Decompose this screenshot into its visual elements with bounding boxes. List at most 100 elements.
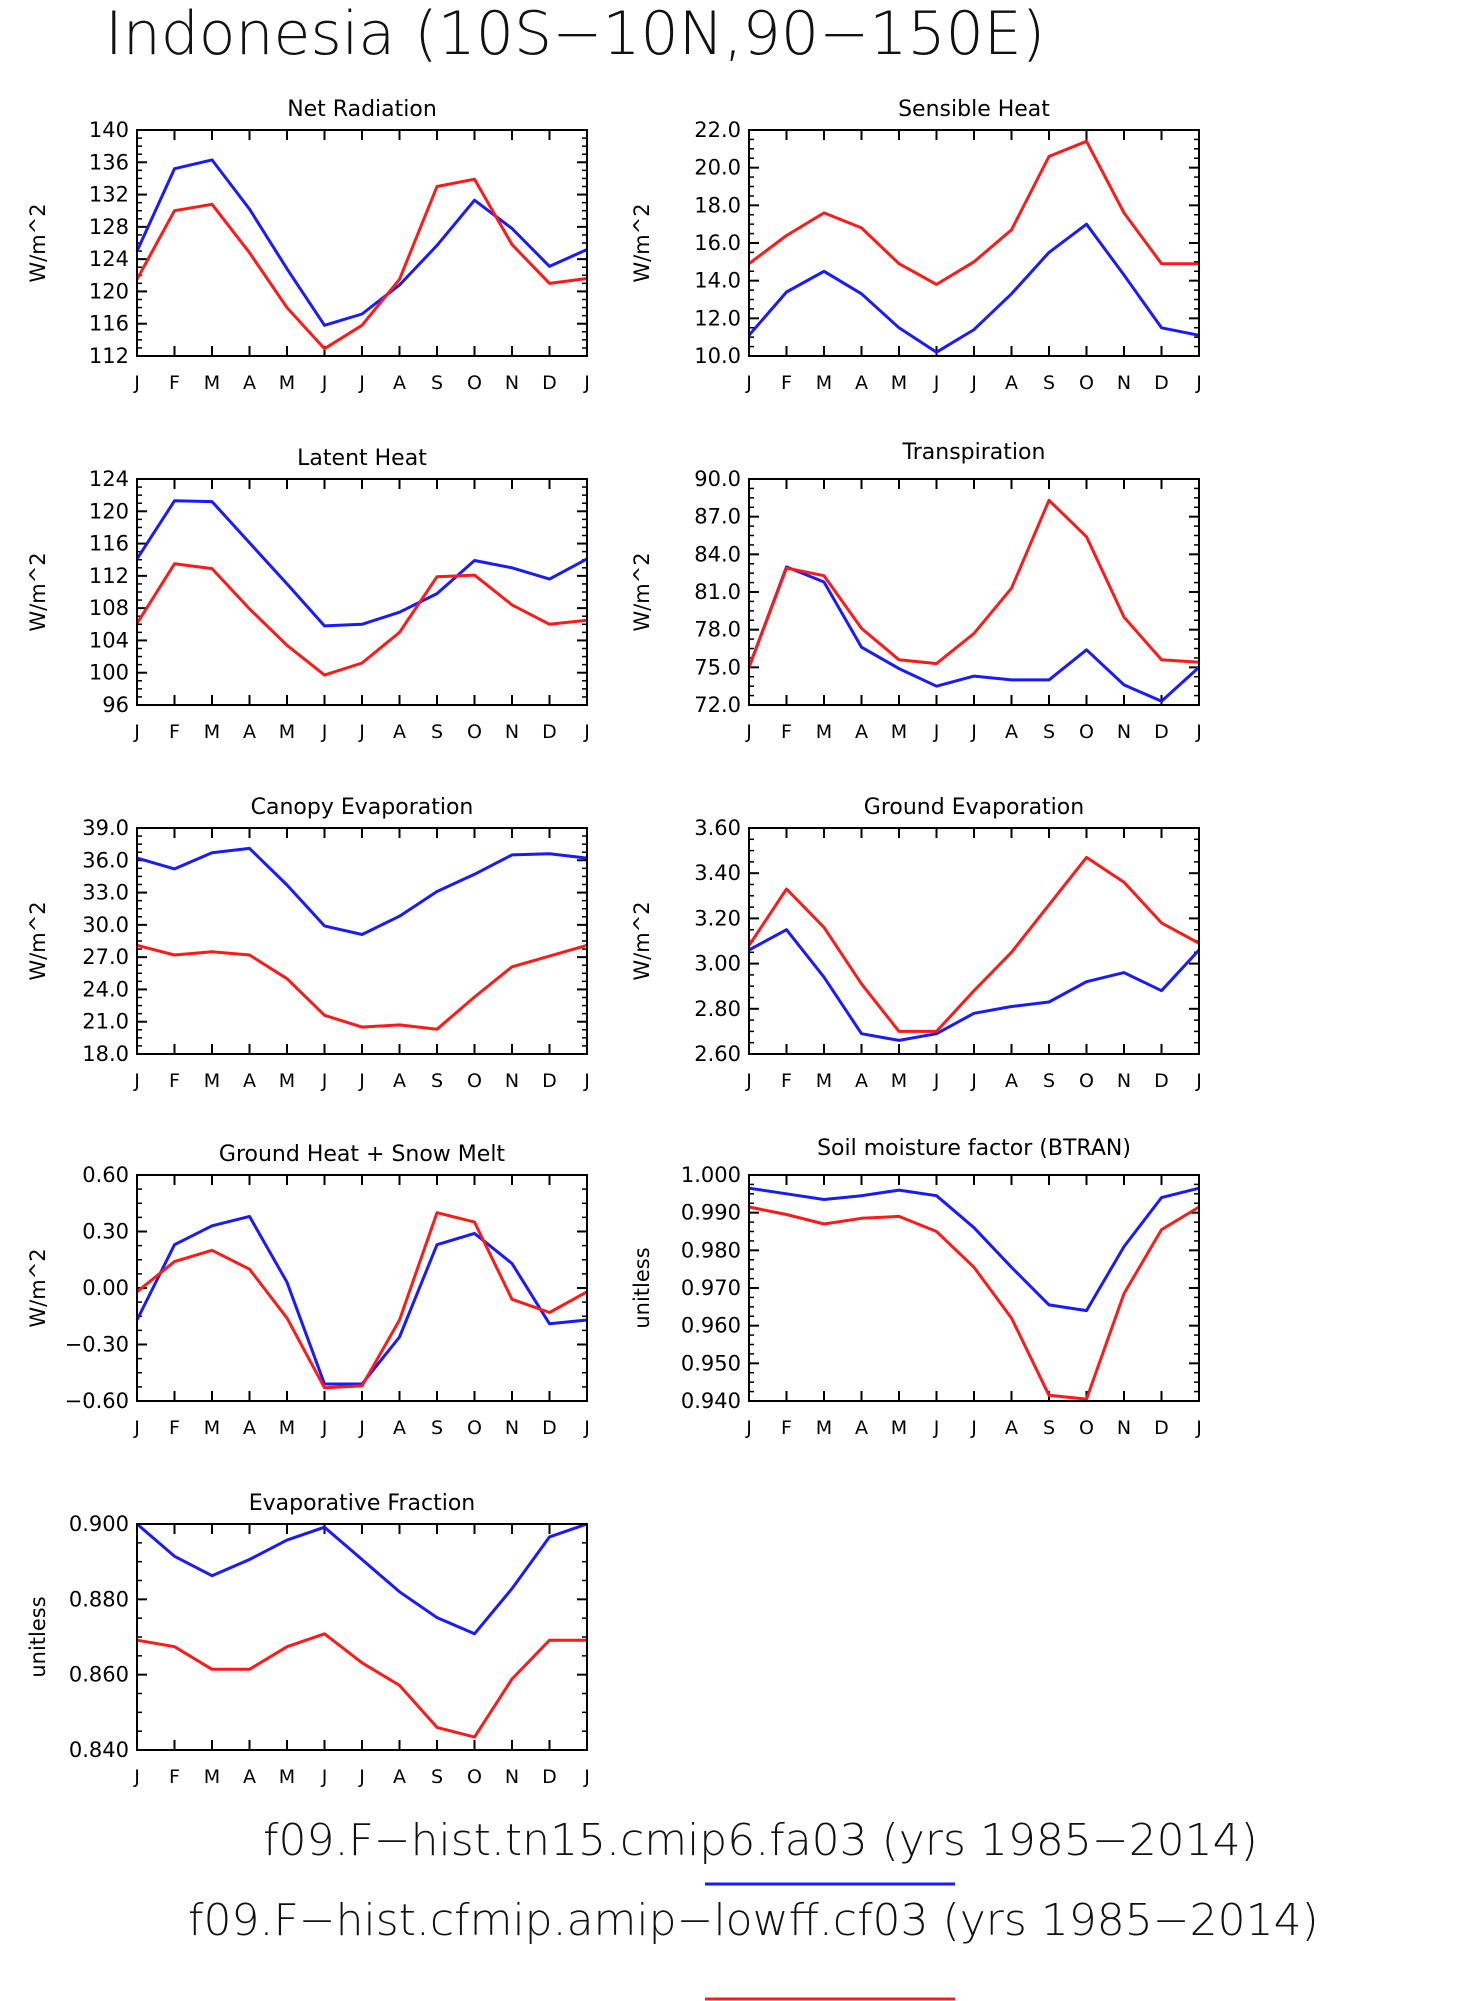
- x-tick-label: J: [745, 1070, 752, 1092]
- x-tick-label: M: [204, 1766, 220, 1788]
- series-line-a: [135, 158, 588, 327]
- x-tick-label: F: [169, 721, 180, 743]
- y-tick-label: 39.0: [82, 816, 129, 840]
- x-tick-label: M: [891, 721, 907, 743]
- x-tick-label: A: [855, 372, 868, 394]
- x-tick-label: A: [243, 1766, 256, 1788]
- plot-frame: [748, 827, 1200, 1055]
- x-tick-label: S: [431, 1070, 443, 1092]
- panel-title: Sensible Heat: [898, 97, 1050, 122]
- figure-title: Indonesia (10S−10N,90−150E): [105, 0, 1045, 69]
- x-tick-label: J: [583, 372, 590, 394]
- x-tick-label: A: [393, 1766, 406, 1788]
- x-tick-label: F: [169, 1766, 180, 1788]
- plot-frame: [136, 1523, 588, 1751]
- y-tick-label: 24.0: [82, 977, 129, 1001]
- y-axis-label: W/m^2: [630, 552, 654, 631]
- y-axis-label: W/m^2: [26, 552, 50, 631]
- x-tick-label: A: [855, 721, 868, 743]
- x-tick-label: J: [1195, 1417, 1202, 1439]
- y-tick-label: 18.0: [82, 1042, 129, 1066]
- series-line-a: [135, 499, 588, 628]
- y-tick-label: 75.0: [694, 655, 741, 679]
- x-tick-label: A: [393, 372, 406, 394]
- x-tick-label: A: [1005, 721, 1018, 743]
- x-tick-label: A: [243, 1417, 256, 1439]
- y-tick-label: −0.30: [65, 1333, 129, 1357]
- y-tick-label: 84.0: [694, 542, 741, 566]
- y-tick-label: 0.60: [82, 1163, 129, 1187]
- y-tick-label: 96: [102, 693, 129, 717]
- y-tick-label: 136: [89, 150, 129, 174]
- x-tick-label: D: [1154, 372, 1169, 394]
- x-tick-label: J: [933, 1070, 940, 1092]
- x-tick-label: A: [243, 372, 256, 394]
- x-tick-label: M: [279, 372, 295, 394]
- y-tick-label: 1.000: [681, 1163, 741, 1187]
- series-line-b: [135, 177, 588, 351]
- panel-title: Evaporative Fraction: [249, 1491, 475, 1516]
- series-line-b: [135, 562, 588, 677]
- x-tick-label: N: [505, 372, 519, 394]
- y-tick-label: 0.840: [69, 1738, 129, 1762]
- y-tick-label: 120: [89, 499, 129, 523]
- y-tick-label: 112: [89, 344, 129, 368]
- x-tick-label: M: [279, 1070, 295, 1092]
- y-tick-label: 36.0: [82, 848, 129, 872]
- x-tick-label: O: [467, 721, 482, 743]
- series-line-a: [135, 1214, 588, 1386]
- x-tick-label: M: [816, 1070, 832, 1092]
- x-tick-label: M: [816, 1417, 832, 1439]
- chart-panel: Net Radiation W/m^2 112 116 120 124 128 132 136 1…: [26, 97, 590, 394]
- plot-frame: [136, 827, 588, 1055]
- x-tick-label: A: [1005, 1070, 1018, 1092]
- x-tick-label: M: [891, 1070, 907, 1092]
- y-tick-label: 3.20: [694, 906, 741, 930]
- x-tick-label: J: [970, 1417, 977, 1439]
- x-tick-label: D: [542, 721, 557, 743]
- x-tick-label: J: [1195, 1070, 1202, 1092]
- y-tick-label: 0.00: [82, 1276, 129, 1300]
- panel-title: Ground Heat + Snow Melt: [219, 1142, 506, 1167]
- x-tick-label: M: [816, 372, 832, 394]
- x-tick-label: J: [358, 1417, 365, 1439]
- y-tick-label: 20.0: [694, 156, 741, 180]
- chart-panel: Evaporative Fraction unitless 0.840 0.860 0.…: [26, 1491, 590, 1788]
- x-tick-label: O: [467, 1766, 482, 1788]
- y-axis-label: W/m^2: [26, 901, 50, 980]
- x-tick-label: M: [279, 1417, 295, 1439]
- x-tick-label: J: [321, 1417, 328, 1439]
- legend: f09.F−hist.tn15.cmip6.fa03 (yrs 1985−201…: [188, 1815, 1319, 2001]
- x-tick-label: F: [781, 372, 792, 394]
- series-line-a: [748, 1186, 1200, 1313]
- y-tick-label: 0.940: [681, 1389, 741, 1413]
- x-tick-label: M: [204, 372, 220, 394]
- x-tick-label: A: [393, 721, 406, 743]
- y-axis-label: unitless: [26, 1596, 50, 1677]
- x-tick-label: J: [583, 1766, 590, 1788]
- y-tick-label: 3.60: [694, 816, 741, 840]
- series-line-b: [136, 943, 588, 1031]
- y-tick-label: 3.00: [694, 952, 741, 976]
- x-tick-label: O: [467, 1070, 482, 1092]
- x-tick-label: S: [1043, 372, 1055, 394]
- x-tick-label: A: [1005, 1417, 1018, 1439]
- x-tick-label: A: [393, 1417, 406, 1439]
- panel-title: Net Radiation: [287, 97, 437, 122]
- x-tick-label: N: [505, 1070, 519, 1092]
- x-tick-label: J: [970, 721, 977, 743]
- x-tick-label: M: [891, 1417, 907, 1439]
- x-tick-label: S: [431, 372, 443, 394]
- y-tick-label: 116: [89, 532, 129, 556]
- y-tick-label: 0.860: [69, 1663, 129, 1687]
- y-tick-label: 116: [89, 312, 129, 336]
- y-tick-label: 18.0: [694, 193, 741, 217]
- y-tick-label: 2.80: [694, 997, 741, 1021]
- y-tick-label: 12.0: [694, 306, 741, 330]
- x-tick-label: A: [243, 1070, 256, 1092]
- x-tick-label: J: [1195, 721, 1202, 743]
- y-axis-label: W/m^2: [630, 901, 654, 980]
- x-tick-label: J: [583, 721, 590, 743]
- series-line-b: [748, 139, 1199, 286]
- x-tick-label: J: [321, 1070, 328, 1092]
